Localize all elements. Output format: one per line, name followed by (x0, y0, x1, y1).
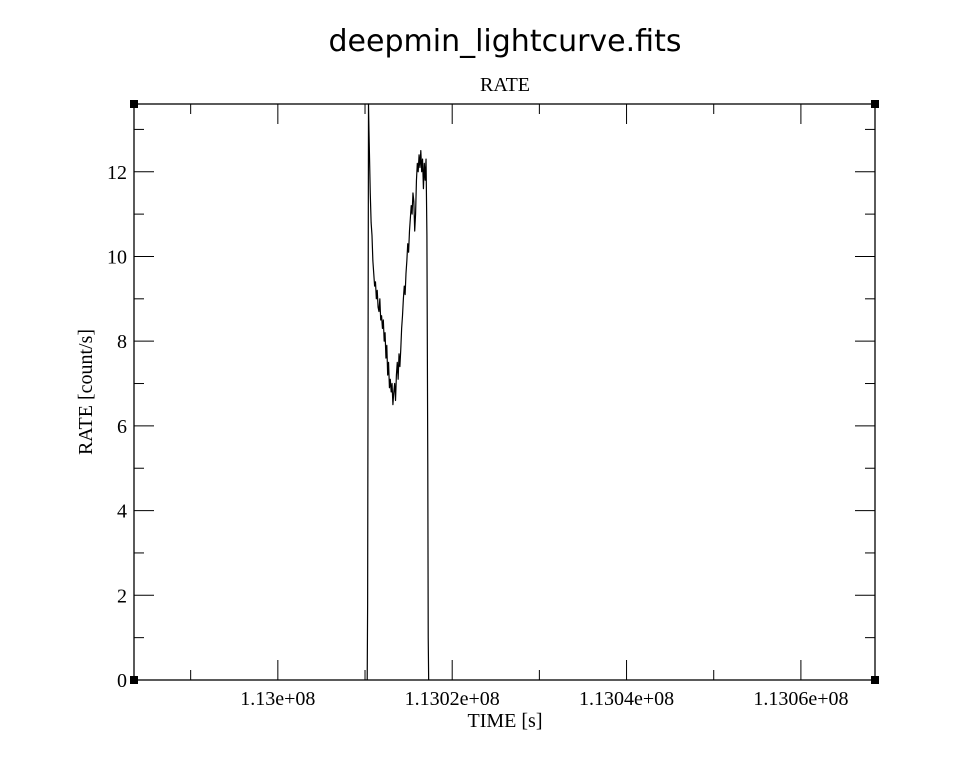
series-line (366, 103, 430, 681)
chart-title: deepmin_lightcurve.fits (329, 24, 682, 59)
y-axis-label: RATE [count/s] (75, 329, 97, 455)
y-tick-label: 0 (117, 670, 127, 692)
x-axis-label: TIME [s] (468, 710, 543, 732)
y-tick-label: 8 (117, 331, 127, 353)
y-tick-label: 10 (107, 246, 127, 268)
chart-subtitle: RATE (480, 74, 530, 96)
y-tick-label: 2 (117, 585, 127, 607)
corner-marker-top-right (871, 100, 879, 108)
corner-marker-top-left (130, 100, 138, 108)
x-tick-label: 1.13e+08 (240, 688, 315, 710)
y-tick-label: 12 (107, 162, 127, 184)
x-tick-label: 1.1302e+08 (405, 688, 500, 710)
x-tick-label: 1.1306e+08 (753, 688, 848, 710)
x-tick-label: 1.1304e+08 (579, 688, 674, 710)
series-layer (366, 103, 430, 681)
y-tick-label: 4 (117, 501, 127, 523)
plot-frame (133, 103, 876, 681)
corner-markers (130, 100, 879, 684)
axis-tick-labels: 1.13e+08 1.1302e+08 1.1304e+08 1.1306e+08 0 2… (107, 162, 848, 710)
axis-ticks (134, 104, 875, 681)
y-tick-label: 6 (117, 416, 127, 438)
